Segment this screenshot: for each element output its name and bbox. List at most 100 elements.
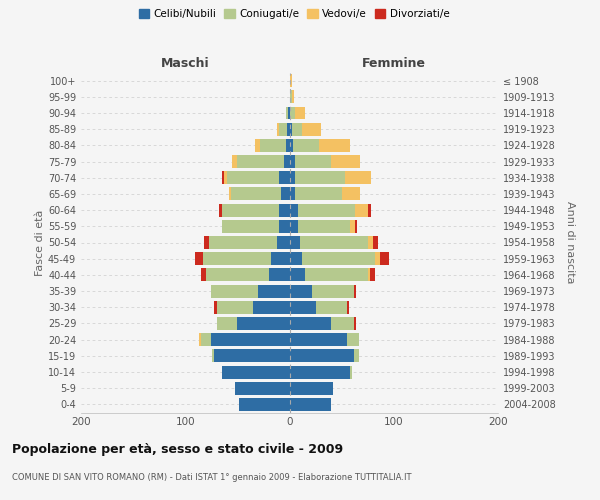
- Bar: [290, 139, 293, 152]
- Bar: [290, 106, 295, 120]
- Bar: [279, 172, 290, 184]
- Bar: [298, 220, 350, 233]
- Bar: [214, 350, 290, 362]
- Text: Maschi: Maschi: [161, 57, 209, 70]
- Bar: [255, 139, 260, 152]
- Bar: [290, 382, 333, 394]
- Bar: [292, 90, 293, 104]
- Bar: [229, 188, 231, 200]
- Bar: [290, 268, 305, 281]
- Bar: [286, 106, 289, 120]
- Bar: [295, 155, 331, 168]
- Bar: [284, 155, 290, 168]
- Bar: [289, 106, 290, 120]
- Bar: [239, 398, 290, 411]
- Bar: [204, 236, 209, 249]
- Bar: [290, 220, 298, 233]
- Bar: [302, 122, 321, 136]
- Bar: [295, 172, 345, 184]
- Y-axis label: Anni di nascita: Anni di nascita: [565, 201, 575, 283]
- Bar: [290, 398, 331, 411]
- Bar: [319, 139, 350, 152]
- Bar: [290, 90, 292, 104]
- Bar: [238, 155, 284, 168]
- Y-axis label: Fasce di età: Fasce di età: [35, 210, 45, 276]
- Bar: [290, 172, 295, 184]
- Bar: [350, 220, 355, 233]
- Bar: [211, 284, 258, 298]
- Bar: [354, 284, 356, 298]
- Bar: [290, 155, 295, 168]
- Bar: [269, 268, 290, 281]
- Bar: [222, 366, 290, 378]
- Bar: [295, 188, 341, 200]
- Bar: [313, 284, 354, 298]
- Bar: [292, 122, 302, 136]
- Bar: [201, 268, 206, 281]
- Legend: Celibi/Nubili, Coniugati/e, Vedovi/e, Divorziati/e: Celibi/Nubili, Coniugati/e, Vedovi/e, Di…: [134, 5, 454, 24]
- Bar: [218, 204, 222, 216]
- Bar: [253, 301, 290, 314]
- Bar: [286, 139, 290, 152]
- Bar: [290, 333, 347, 346]
- Bar: [295, 106, 305, 120]
- Bar: [271, 252, 290, 265]
- Bar: [354, 350, 359, 362]
- Bar: [375, 252, 380, 265]
- Bar: [194, 252, 203, 265]
- Bar: [380, 252, 389, 265]
- Bar: [368, 204, 371, 216]
- Bar: [368, 236, 373, 249]
- Bar: [355, 204, 368, 216]
- Bar: [203, 252, 271, 265]
- Bar: [290, 301, 316, 314]
- Bar: [201, 333, 211, 346]
- Bar: [290, 284, 313, 298]
- Bar: [373, 236, 378, 249]
- Bar: [214, 301, 217, 314]
- Bar: [331, 155, 361, 168]
- Bar: [212, 350, 214, 362]
- Bar: [222, 172, 224, 184]
- Bar: [298, 204, 355, 216]
- Bar: [238, 317, 290, 330]
- Bar: [347, 333, 359, 346]
- Bar: [341, 188, 361, 200]
- Bar: [290, 350, 354, 362]
- Text: Popolazione per età, sesso e stato civile - 2009: Popolazione per età, sesso e stato civil…: [12, 442, 343, 456]
- Bar: [300, 236, 368, 249]
- Bar: [211, 333, 290, 346]
- Bar: [290, 317, 331, 330]
- Bar: [224, 172, 227, 184]
- Bar: [258, 284, 290, 298]
- Bar: [290, 122, 292, 136]
- Bar: [290, 366, 350, 378]
- Bar: [368, 268, 370, 281]
- Bar: [305, 268, 368, 281]
- Bar: [217, 317, 238, 330]
- Bar: [217, 301, 253, 314]
- Bar: [199, 333, 201, 346]
- Bar: [290, 188, 295, 200]
- Bar: [260, 139, 286, 152]
- Bar: [222, 204, 279, 216]
- Bar: [347, 301, 349, 314]
- Bar: [222, 220, 279, 233]
- Bar: [277, 122, 279, 136]
- Bar: [206, 268, 269, 281]
- Bar: [302, 252, 375, 265]
- Bar: [290, 204, 298, 216]
- Text: COMUNE DI SAN VITO ROMANO (RM) - Dati ISTAT 1° gennaio 2009 - Elaborazione TUTTI: COMUNE DI SAN VITO ROMANO (RM) - Dati IS…: [12, 472, 412, 482]
- Bar: [370, 268, 375, 281]
- Bar: [227, 172, 279, 184]
- Bar: [279, 122, 287, 136]
- Bar: [209, 236, 277, 249]
- Bar: [235, 382, 290, 394]
- Bar: [316, 301, 347, 314]
- Bar: [287, 122, 290, 136]
- Bar: [354, 317, 356, 330]
- Bar: [279, 220, 290, 233]
- Bar: [345, 172, 371, 184]
- Bar: [232, 155, 238, 168]
- Text: Femmine: Femmine: [362, 57, 426, 70]
